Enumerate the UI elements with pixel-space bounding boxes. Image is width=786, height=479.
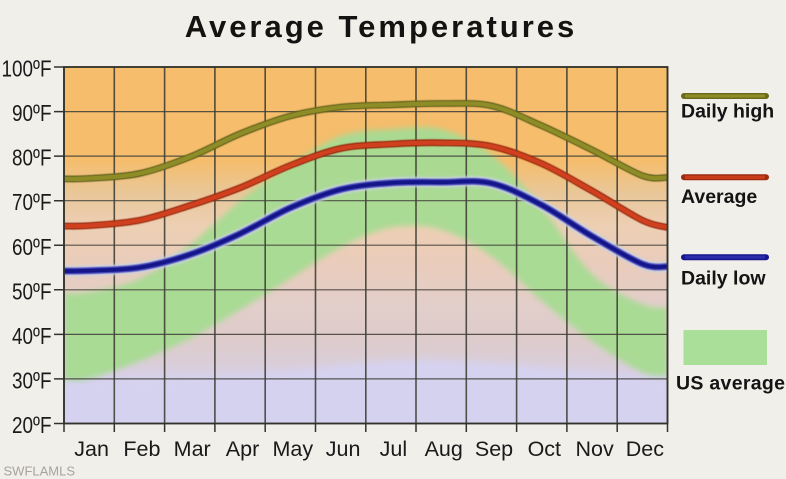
- svg-text:Jan: Jan: [74, 437, 109, 461]
- svg-text:Aug: Aug: [425, 437, 463, 461]
- svg-text:Daily low: Daily low: [681, 268, 766, 290]
- svg-text:90ºF: 90ºF: [12, 100, 52, 126]
- svg-text:Jun: Jun: [326, 437, 361, 461]
- svg-text:30ºF: 30ºF: [12, 367, 52, 393]
- svg-text:100ºF: 100ºF: [2, 56, 52, 82]
- svg-text:70ºF: 70ºF: [12, 189, 52, 215]
- svg-text:Dec: Dec: [626, 437, 664, 461]
- svg-text:Nov: Nov: [575, 437, 613, 461]
- svg-text:Apr: Apr: [226, 437, 259, 461]
- svg-text:US average: US average: [676, 372, 785, 394]
- svg-text:40ºF: 40ºF: [12, 323, 52, 349]
- svg-text:Daily high: Daily high: [681, 101, 774, 123]
- svg-text:Sep: Sep: [475, 437, 513, 461]
- svg-text:60ºF: 60ºF: [12, 234, 52, 260]
- svg-text:20ºF: 20ºF: [12, 412, 52, 438]
- svg-text:May: May: [272, 437, 313, 461]
- svg-text:Mar: Mar: [174, 437, 211, 461]
- svg-text:Jul: Jul: [380, 437, 407, 461]
- svg-text:50ºF: 50ºF: [12, 278, 52, 304]
- svg-text:Feb: Feb: [123, 437, 160, 461]
- svg-text:Oct: Oct: [528, 437, 561, 461]
- svg-text:SWFLAMLS: SWFLAMLS: [4, 464, 76, 479]
- svg-text:80ºF: 80ºF: [12, 145, 52, 171]
- svg-text:Average: Average: [681, 186, 757, 208]
- svg-text:Average Temperatures: Average Temperatures: [185, 9, 578, 44]
